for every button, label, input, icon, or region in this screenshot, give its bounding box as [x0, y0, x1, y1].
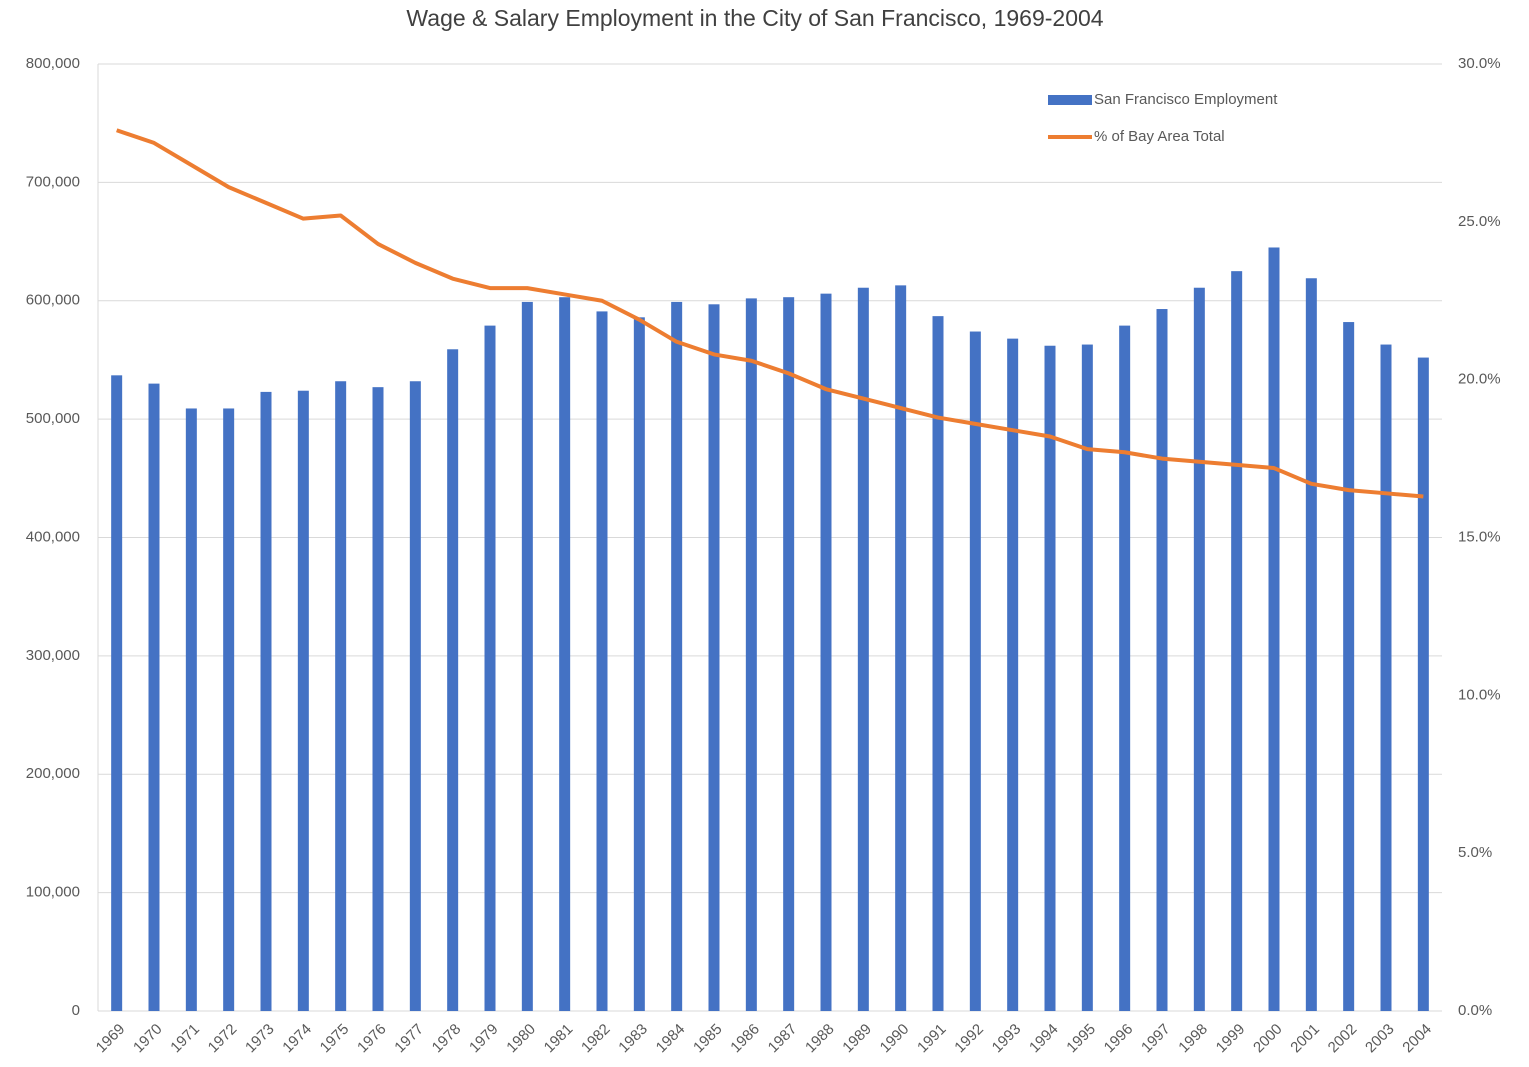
y2-tick-label: 5.0% — [1458, 844, 1492, 861]
bar — [633, 317, 645, 1011]
bar — [671, 301, 683, 1012]
x-tick-label: 1989 — [839, 1021, 875, 1057]
y-tick-label: 200,000 — [26, 765, 80, 782]
x-tick-label: 1974 — [279, 1021, 315, 1057]
y-tick-label: 300,000 — [26, 647, 80, 664]
legend-label: San Francisco Employment — [1094, 91, 1278, 108]
y2-tick-label: 0.0% — [1458, 1002, 1492, 1019]
y2-tick-label: 30.0% — [1458, 55, 1501, 72]
bar — [932, 316, 944, 1011]
x-tick-label: 1981 — [541, 1021, 577, 1057]
y-tick-label: 600,000 — [26, 292, 80, 309]
x-tick-label: 1992 — [951, 1021, 987, 1057]
x-tick-label: 1982 — [578, 1021, 614, 1057]
bar — [1119, 325, 1131, 1011]
y-tick-label: 500,000 — [26, 410, 80, 427]
bar — [895, 285, 907, 1012]
bar — [447, 349, 459, 1011]
y-tick-label: 0 — [72, 1002, 80, 1019]
x-tick-label: 1991 — [914, 1021, 950, 1057]
x-tick-label: 2002 — [1325, 1021, 1361, 1057]
line — [116, 128, 1424, 499]
x-tick-label: 1990 — [877, 1021, 913, 1057]
x-tick-label: 1999 — [1213, 1021, 1249, 1057]
y-tick-label: 100,000 — [26, 884, 80, 901]
x-tick-label: 1996 — [1101, 1021, 1137, 1057]
x-tick-label: 1994 — [1026, 1021, 1062, 1057]
x-tick-label: 1978 — [429, 1021, 465, 1057]
x-tick-label: 1997 — [1138, 1021, 1174, 1057]
x-tick-label: 1988 — [802, 1021, 838, 1057]
bar — [1081, 344, 1093, 1012]
bar — [1007, 338, 1019, 1011]
legend-label: % of Bay Area Total — [1094, 128, 1225, 145]
bar — [335, 381, 347, 1011]
x-tick-label: 1979 — [466, 1021, 502, 1057]
bar — [783, 297, 795, 1012]
bar — [148, 383, 160, 1011]
x-tick-label: 1969 — [93, 1021, 129, 1057]
bar — [596, 311, 608, 1011]
bar — [1156, 309, 1168, 1011]
bar — [297, 390, 309, 1012]
bar — [409, 381, 421, 1011]
bar — [1305, 278, 1317, 1011]
x-tick-label: 1980 — [503, 1021, 539, 1057]
x-tick-label: 1972 — [205, 1021, 241, 1057]
bar — [559, 297, 571, 1012]
bar — [1268, 247, 1280, 1011]
bar — [1231, 271, 1243, 1011]
x-tick-label: 1985 — [690, 1021, 726, 1057]
bar — [1193, 287, 1205, 1011]
x-tick-label: 1977 — [391, 1021, 427, 1057]
x-tick-label: 1971 — [167, 1021, 203, 1057]
y2-tick-label: 25.0% — [1458, 213, 1501, 230]
bar — [1380, 344, 1392, 1012]
x-tick-label: 1976 — [354, 1021, 390, 1057]
y-tick-label: 400,000 — [26, 528, 80, 545]
bar — [1044, 345, 1056, 1011]
bar — [372, 387, 384, 1011]
x-tick-label: 1973 — [242, 1021, 278, 1057]
y-tick-label: 800,000 — [26, 55, 80, 72]
bar — [708, 304, 720, 1011]
y-tick-label: 700,000 — [26, 173, 80, 190]
bar — [223, 408, 235, 1011]
y2-tick-label: 20.0% — [1458, 371, 1501, 388]
bar — [260, 391, 272, 1011]
bar — [521, 301, 533, 1012]
y2-tick-label: 15.0% — [1458, 528, 1501, 545]
x-tick-label: 2000 — [1250, 1021, 1286, 1057]
x-tick-label: 1983 — [615, 1021, 651, 1057]
x-tick-label: 1975 — [317, 1021, 353, 1057]
bar — [185, 408, 197, 1011]
x-tick-label: 2004 — [1399, 1021, 1435, 1057]
x-tick-label: 2003 — [1362, 1021, 1398, 1057]
bar — [820, 293, 832, 1012]
x-tick-label: 1998 — [1175, 1021, 1211, 1057]
x-tick-label: 1995 — [1063, 1021, 1099, 1057]
bar — [484, 325, 496, 1011]
x-tick-label: 1986 — [727, 1021, 763, 1057]
y2-tick-label: 10.0% — [1458, 686, 1501, 703]
x-tick-label: 1984 — [653, 1021, 689, 1057]
legend-swatch — [1048, 95, 1092, 105]
bar — [857, 287, 869, 1011]
x-tick-label: 1970 — [130, 1021, 166, 1057]
bar — [1343, 322, 1355, 1011]
chart-title: Wage & Salary Employment in the City of … — [406, 5, 1103, 31]
bar — [969, 331, 981, 1012]
x-tick-label: 1993 — [989, 1021, 1025, 1057]
bar — [745, 298, 757, 1011]
bar — [1417, 357, 1429, 1011]
bar — [111, 375, 123, 1011]
x-tick-label: 2001 — [1287, 1021, 1323, 1057]
x-tick-label: 1987 — [765, 1021, 801, 1057]
